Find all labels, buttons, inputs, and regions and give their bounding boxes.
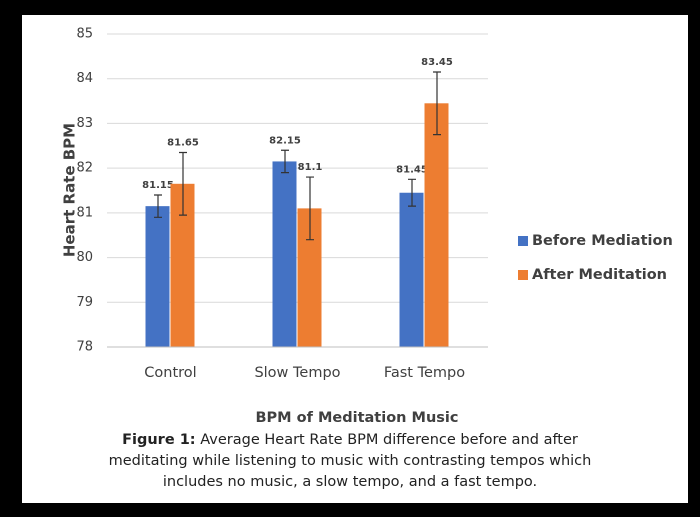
y-tick-label: 83 [76, 116, 93, 131]
x-axis-title: BPM of Meditation Music [256, 410, 459, 426]
bar [272, 161, 297, 347]
error-bar [408, 178, 416, 207]
data-label: 81.65 [167, 137, 199, 148]
data-label: 81.1 [298, 162, 323, 173]
y-tick-label: 81 [76, 205, 93, 220]
y-tick-label: 79 [76, 295, 93, 310]
error-bar [154, 194, 162, 218]
data-label: 82.15 [269, 135, 301, 146]
y-tick-label: 78 [76, 340, 93, 355]
y-tick-label: 80 [76, 250, 93, 265]
x-tick-label: Slow Tempo [254, 365, 340, 381]
y-axis-title: Heart Rate BPM [61, 123, 79, 257]
error-bar [281, 149, 289, 174]
y-tick-label: 84 [76, 71, 93, 86]
legend-label: Before Mediation [532, 233, 673, 249]
y-tick-label: 82 [76, 161, 93, 176]
bar [145, 206, 170, 347]
legend-swatch [518, 270, 528, 280]
legend-label: After Meditation [532, 267, 667, 283]
data-label: 81.15 [142, 180, 174, 191]
x-tick-label: Control [144, 365, 196, 381]
caption: Figure 1: Average Heart Rate BPM differe… [105, 430, 595, 493]
caption-label: Figure 1: [122, 432, 196, 448]
x-tick-label: Fast Tempo [384, 365, 465, 381]
y-tick-label: 85 [76, 27, 93, 42]
legend-swatch [518, 236, 528, 246]
error-bar [433, 71, 441, 136]
chart-panel [22, 15, 688, 503]
caption-text: Average Heart Rate BPM difference before… [108, 432, 592, 490]
bar [424, 103, 449, 347]
data-label: 83.45 [421, 57, 453, 68]
bar [399, 192, 424, 347]
data-label: 81.45 [396, 164, 428, 175]
error-bar [179, 151, 187, 216]
error-bar [306, 176, 314, 241]
